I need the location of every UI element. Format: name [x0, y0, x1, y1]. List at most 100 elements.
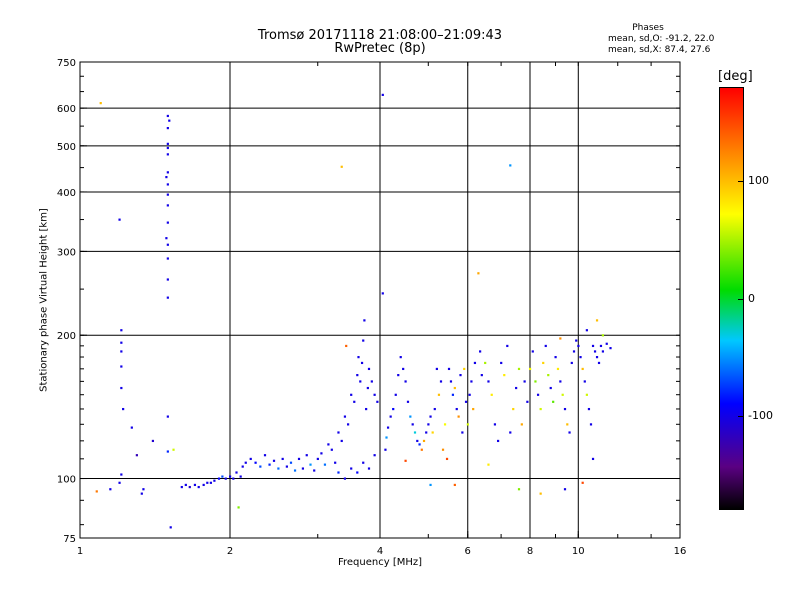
data-point [235, 471, 238, 474]
data-point [487, 380, 490, 383]
data-point [552, 400, 555, 403]
data-point [213, 479, 216, 482]
data-point [239, 475, 242, 478]
data-point [345, 344, 348, 348]
data-point [413, 431, 417, 434]
data-point [547, 374, 550, 377]
y-tick-label: 600 [57, 104, 76, 115]
data-point [402, 367, 405, 371]
data-point [433, 407, 436, 411]
data-point [397, 374, 400, 377]
y-tick-label: 300 [57, 247, 76, 258]
data-point [367, 367, 371, 371]
data-point [561, 393, 564, 396]
data-point [362, 461, 365, 464]
colorbar-tick [738, 181, 744, 182]
x-tick-label: 1 [77, 546, 83, 557]
data-point [392, 407, 395, 411]
data-point [526, 400, 529, 403]
data-point [609, 347, 612, 350]
data-point [272, 459, 276, 462]
data-point [500, 361, 503, 365]
data-point [429, 483, 432, 487]
data-point [359, 380, 362, 383]
data-point [531, 350, 534, 353]
data-point [449, 380, 453, 383]
data-point [568, 431, 571, 434]
data-point [330, 448, 333, 451]
data-point [289, 461, 293, 464]
data-point [593, 350, 597, 353]
x-tick-label: 4 [377, 546, 383, 557]
data-point [435, 367, 438, 371]
x-tick-label: 8 [527, 546, 533, 557]
data-point [337, 471, 340, 474]
data-point [232, 477, 235, 480]
data-point [197, 485, 200, 489]
data-point [496, 439, 500, 443]
data-point [601, 350, 605, 353]
data-point [536, 393, 540, 396]
data-point [169, 526, 172, 529]
data-point [327, 443, 330, 446]
data-point [376, 400, 379, 403]
data-point [517, 367, 521, 371]
data-point [166, 296, 169, 299]
data-point [350, 393, 353, 396]
data-point [120, 329, 123, 332]
data-point [389, 415, 392, 418]
data-point [539, 407, 542, 411]
data-point [166, 127, 169, 130]
data-point [244, 461, 247, 464]
data-point [323, 463, 327, 466]
data-point [601, 334, 605, 337]
data-point [472, 407, 475, 411]
data-point [422, 439, 426, 443]
data-point [404, 380, 407, 383]
data-point [479, 350, 482, 353]
data-point [554, 356, 557, 359]
data-point [427, 423, 430, 426]
data-point [356, 471, 359, 474]
y-tick-label: 750 [57, 58, 76, 69]
data-point [509, 431, 512, 434]
data-point [457, 415, 460, 418]
data-point [437, 393, 441, 396]
data-point [343, 477, 347, 480]
data-point [120, 350, 123, 353]
data-point [285, 465, 288, 468]
data-point [599, 344, 603, 348]
data-point [411, 423, 414, 426]
data-point [166, 415, 169, 418]
data-point [340, 439, 343, 443]
data-point [367, 467, 371, 470]
data-point [549, 386, 552, 390]
data-point [544, 344, 547, 348]
data-point [166, 221, 169, 224]
data-point [597, 361, 601, 365]
y-tick-label: 100 [57, 475, 76, 486]
phases-title: Phases [632, 23, 664, 33]
data-point [193, 483, 197, 487]
data-point [202, 483, 205, 487]
data-point [346, 423, 350, 426]
data-point [404, 459, 407, 462]
data-point [281, 457, 284, 461]
data-point [130, 426, 133, 429]
data-point [406, 400, 410, 403]
data-point [461, 431, 464, 434]
data-point [455, 407, 458, 411]
data-point [509, 164, 512, 167]
data-point [320, 452, 323, 455]
data-point [370, 380, 373, 383]
data-point [366, 386, 369, 390]
data-point [206, 481, 209, 484]
colorbar-tick [738, 416, 744, 417]
data-point [585, 393, 588, 396]
data-point [520, 423, 523, 426]
data-point [556, 367, 560, 371]
data-point [381, 93, 384, 96]
data-point [542, 361, 545, 365]
data-point [563, 488, 567, 491]
